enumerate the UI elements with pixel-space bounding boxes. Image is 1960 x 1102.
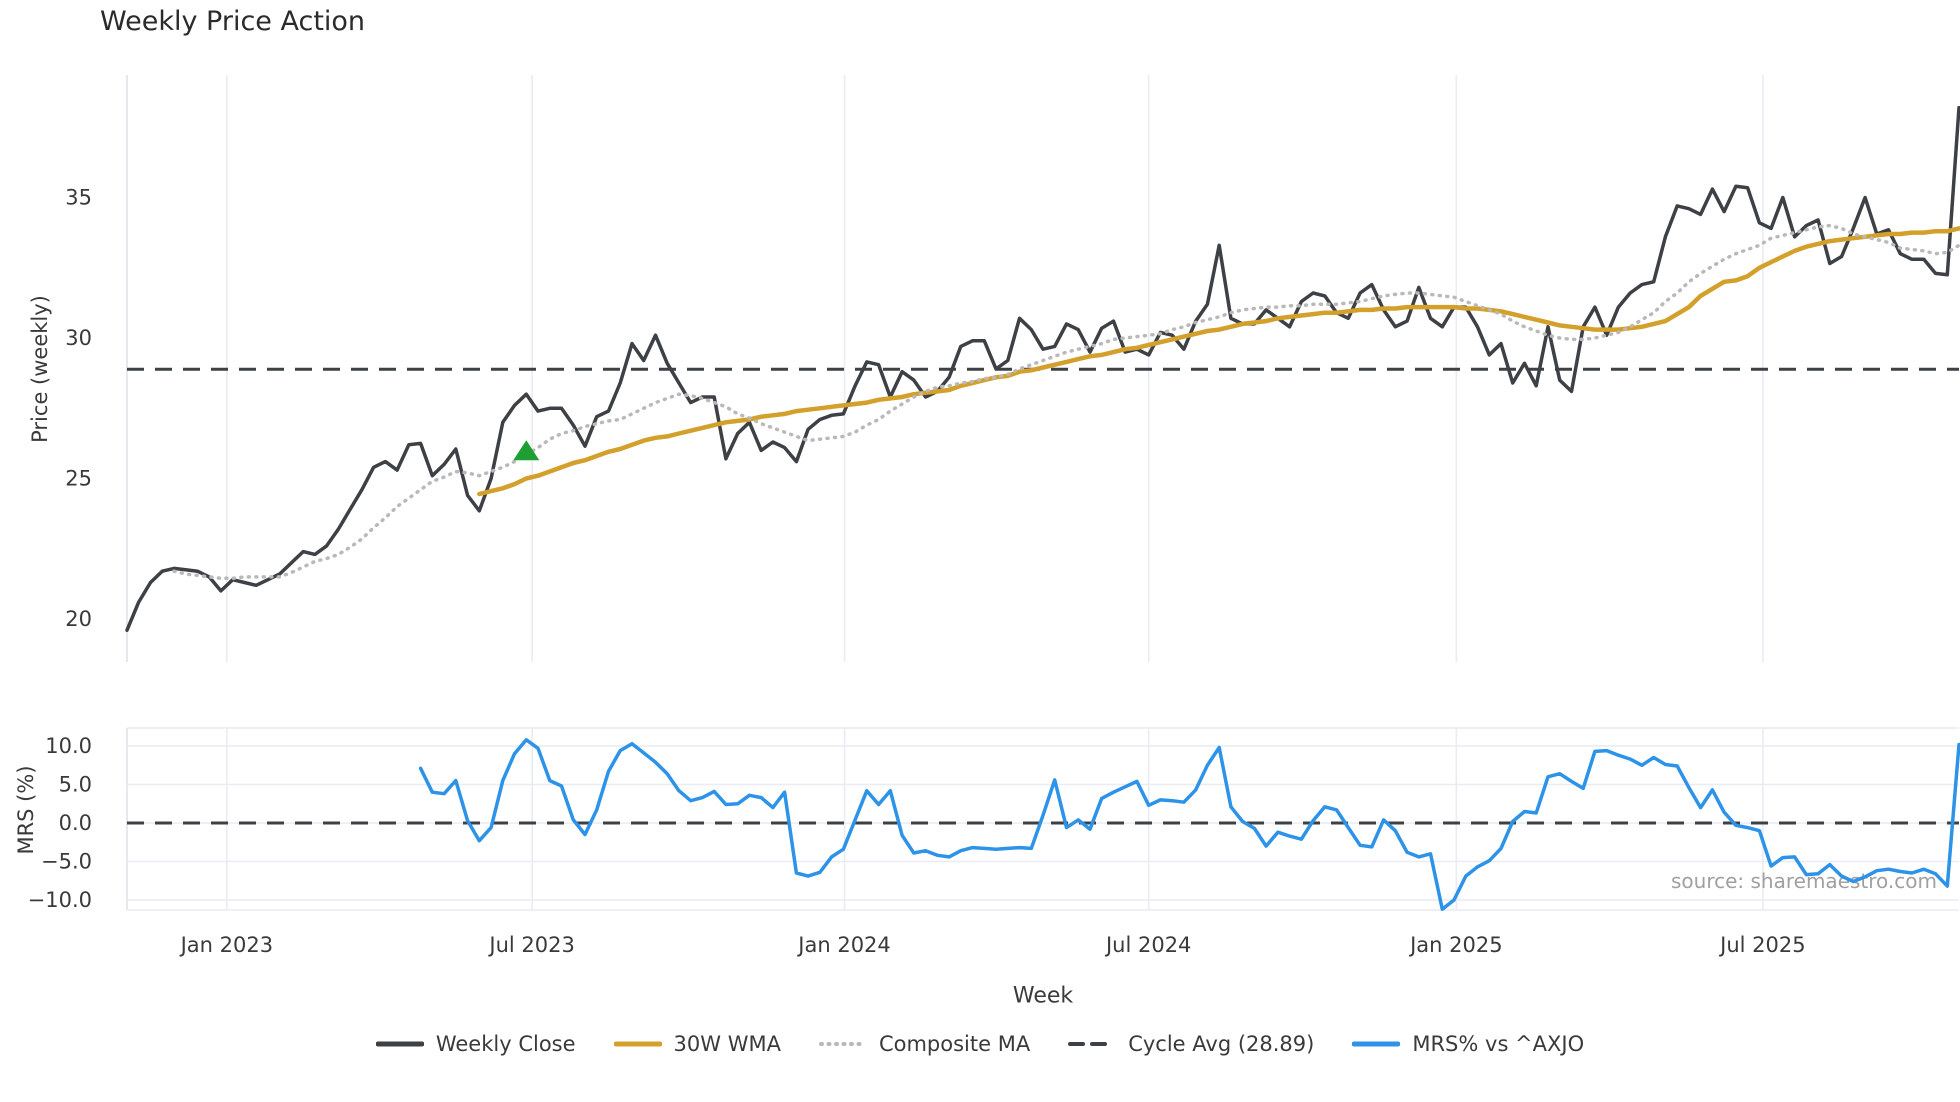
buy-signal-marker xyxy=(513,440,540,461)
xtick-label: Jan 2024 xyxy=(796,933,891,957)
gridlines xyxy=(126,75,1959,911)
price-ytick-label: 30 xyxy=(65,326,92,350)
xtick-label: Jul 2025 xyxy=(1718,933,1805,957)
legend-label: Composite MA xyxy=(878,1032,1031,1056)
legend-swatch xyxy=(1068,1042,1117,1046)
legend-swatch xyxy=(1352,1041,1401,1047)
legend-label: Weekly Close xyxy=(435,1032,576,1056)
mrs-ytick-label: −5.0 xyxy=(41,850,92,874)
30w-wma-line xyxy=(477,226,1960,497)
mrs-vs-axjo-line xyxy=(418,738,1960,911)
legend-label: 30W WMA xyxy=(673,1032,781,1056)
price-ytick-label: 20 xyxy=(65,607,92,631)
weekly-close-line xyxy=(125,105,1960,632)
chart-title: Weekly Price Action xyxy=(100,6,366,37)
legend-swatch xyxy=(375,1041,424,1047)
legend-item-cycle-avg-28-89-: Cycle Avg (28.89) xyxy=(1068,1032,1314,1056)
data-series xyxy=(125,105,1960,911)
price-ytick-label: 35 xyxy=(65,186,92,210)
legend-item-composite-ma: Composite MA xyxy=(818,1032,1031,1056)
xtick-label: Jan 2025 xyxy=(1408,933,1503,957)
xtick-label: Jan 2023 xyxy=(179,933,274,957)
mrs-ytick-label: 5.0 xyxy=(59,773,92,797)
chart-legend: Weekly Close 30W WMA Composite MA Cycle Avg… xyxy=(0,1032,1960,1056)
mrs-ytick-label: 10.0 xyxy=(45,734,92,758)
price-ytick-label: 25 xyxy=(65,467,92,491)
legend-item-mrs-vs-axjo: MRS% vs ^AXJO xyxy=(1352,1032,1584,1056)
mrs-ytick-label: 0.0 xyxy=(59,811,92,835)
composite-ma-line xyxy=(172,223,1960,581)
x-axis-label: Week xyxy=(1012,983,1074,1009)
legend-item-weekly-close: Weekly Close xyxy=(375,1032,576,1056)
xtick-label: Jul 2023 xyxy=(487,933,574,957)
reference-lines xyxy=(127,367,1959,825)
legend-swatch xyxy=(613,1041,662,1047)
axis-ticks: 35 30 25 20 10.0 5.0 0.0 −5.0 −10.0 Jan 2023 Jul 2… xyxy=(28,186,1806,958)
xtick-label: Jul 2024 xyxy=(1104,933,1191,957)
legend-label: Cycle Avg (28.89) xyxy=(1128,1032,1315,1056)
legend-swatch xyxy=(818,1042,867,1046)
legend-item-30w-wma: 30W WMA xyxy=(613,1032,781,1056)
mrs-ytick-label: −10.0 xyxy=(28,888,92,912)
legend-label: MRS% vs ^AXJO xyxy=(1412,1032,1585,1056)
